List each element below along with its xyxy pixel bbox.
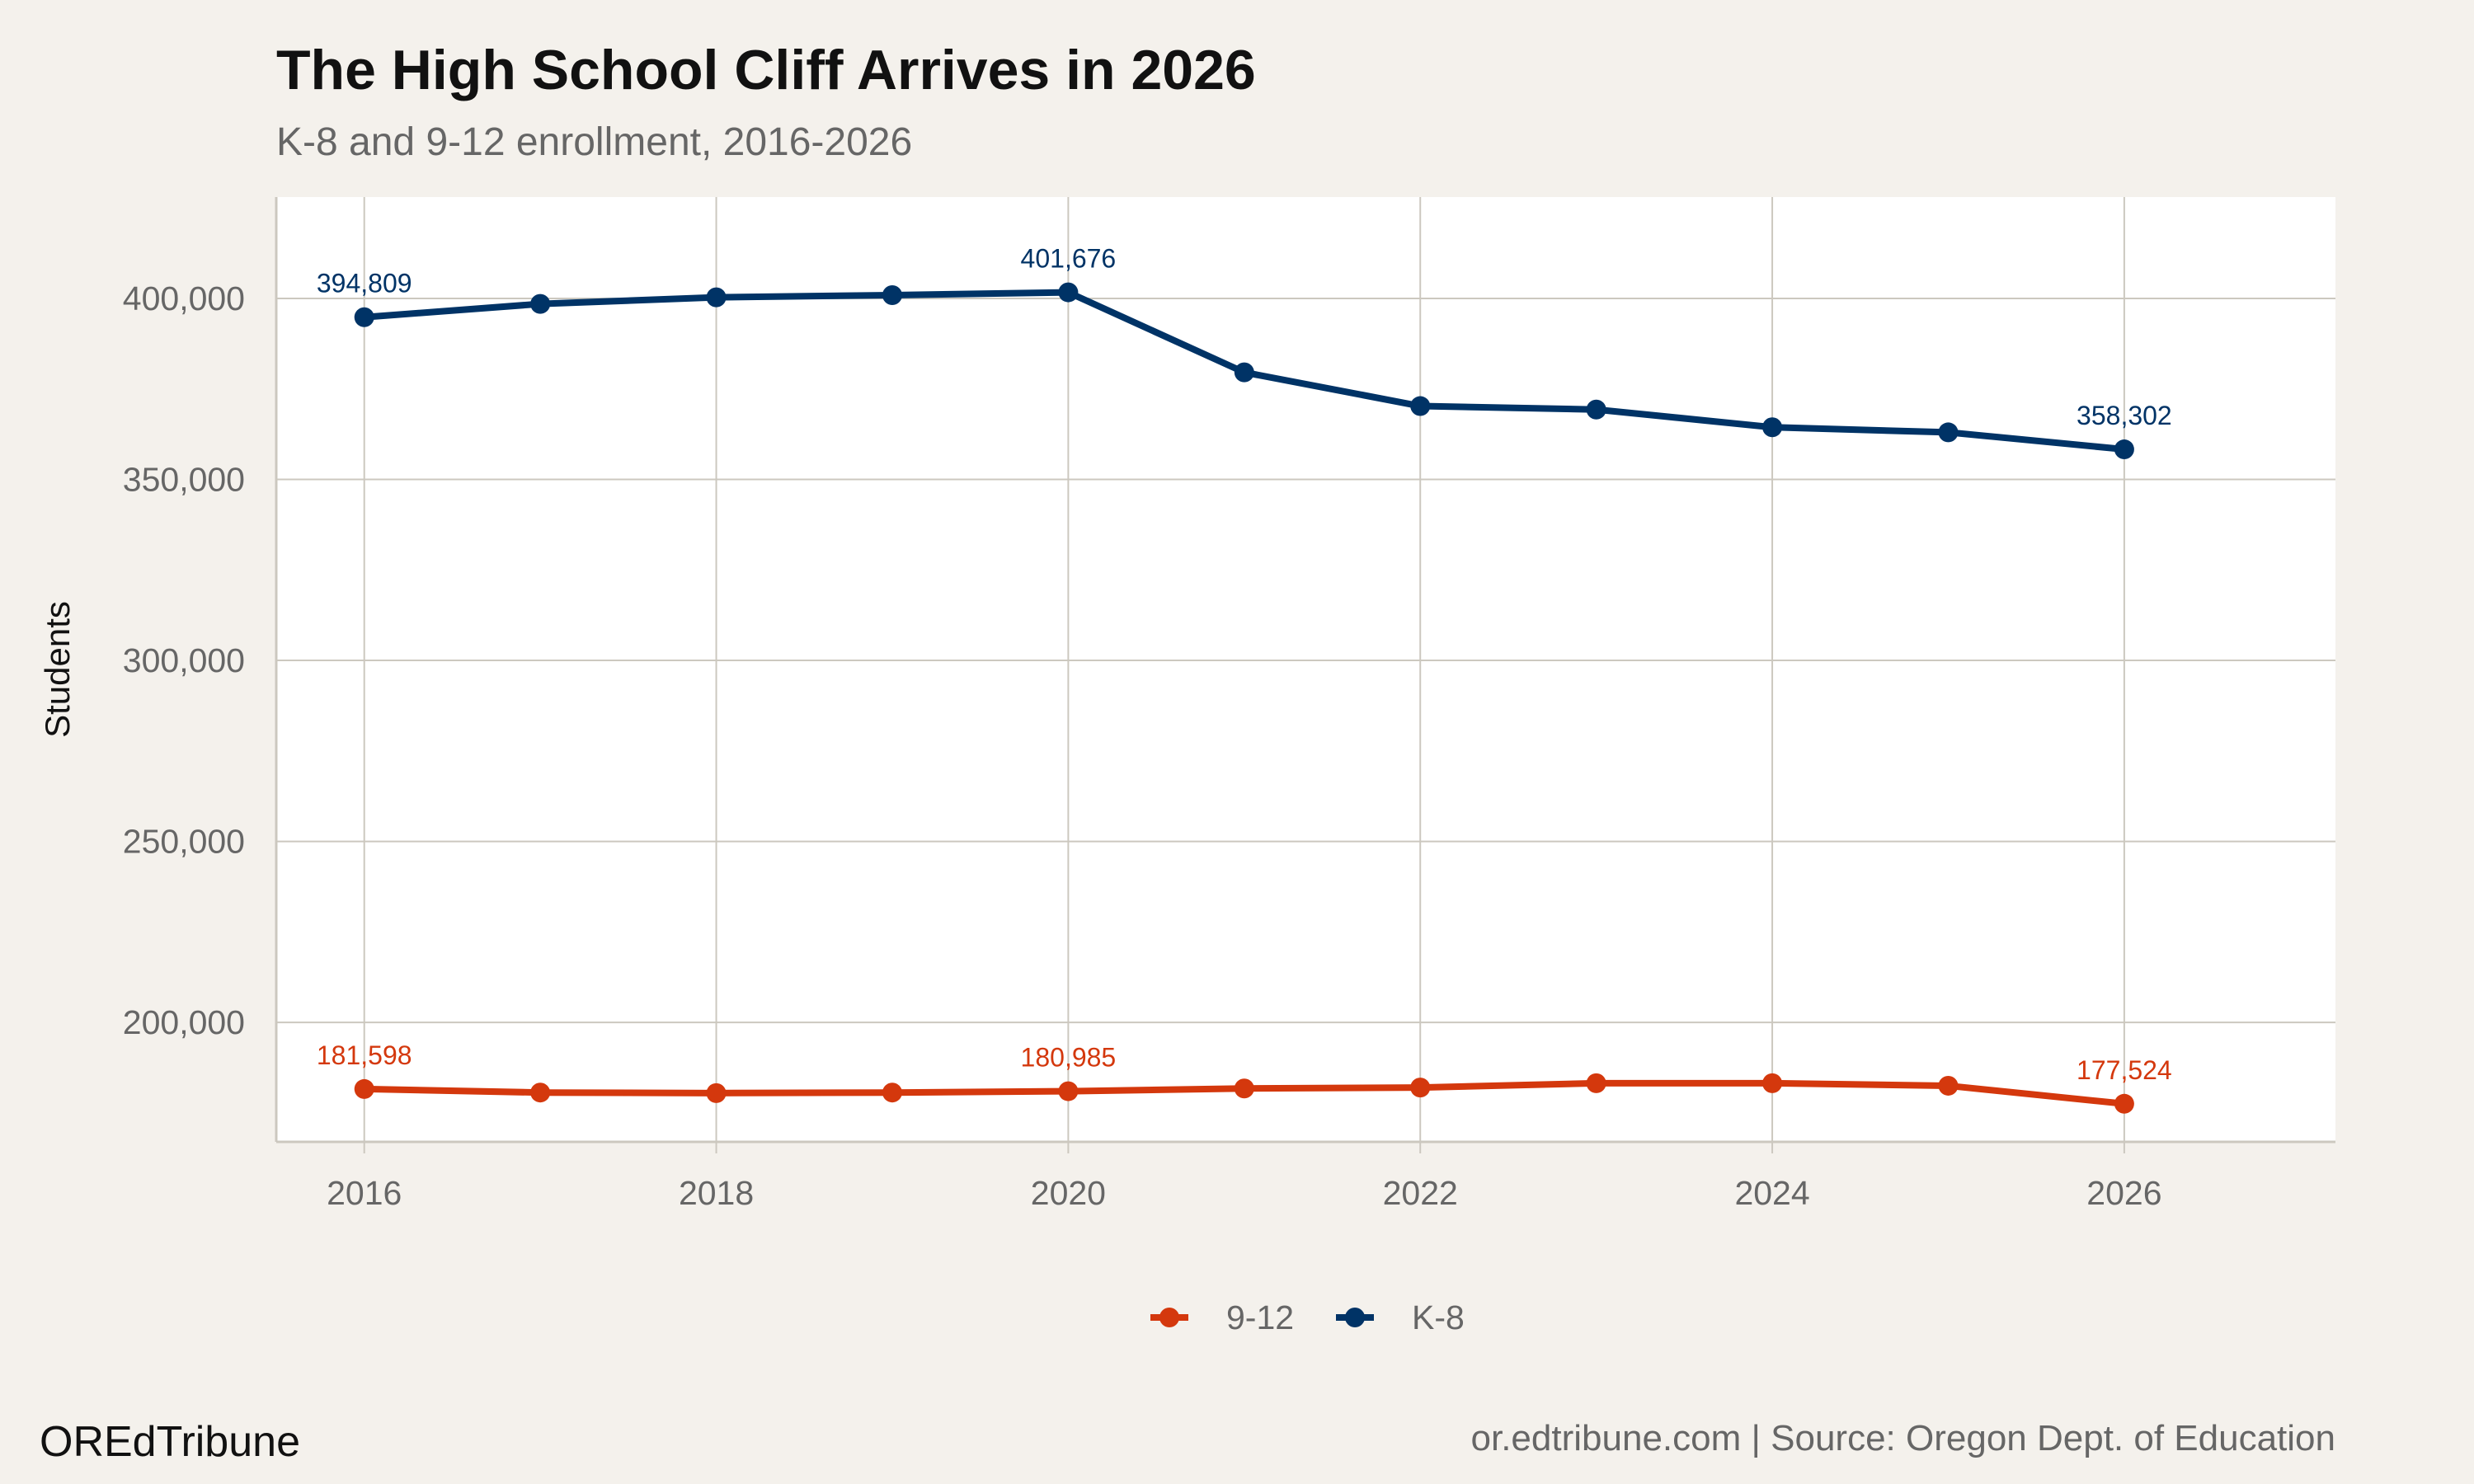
legend-key-point-9-12 [1159,1308,1179,1327]
data-label-9-12: 181,598 [317,1040,412,1070]
data-point-9-12 [2114,1093,2134,1114]
data-point-9-12 [1058,1081,1079,1101]
data-label-k-8: 358,302 [2077,401,2172,430]
data-point-9-12 [530,1082,551,1103]
source-note: or.edtribune.com | Source: Oregon Dept. … [1471,1418,2335,1458]
legend-label-9-12: 9-12 [1226,1298,1294,1336]
data-point-9-12 [1938,1075,1959,1096]
data-point-9-12 [706,1082,727,1103]
data-point-9-12 [354,1078,374,1099]
legend: 9-12 K-8 [1150,1298,1465,1336]
data-point-9-12 [1762,1073,1783,1093]
data-point-k-8 [706,287,727,308]
data-point-k-8 [1586,399,1606,420]
x-tick-label: 2020 [1031,1174,1106,1212]
y-axis-label: Students [38,601,77,738]
data-point-k-8 [530,294,551,314]
data-point-k-8 [882,284,902,305]
x-tick-label: 2022 [1383,1174,1458,1212]
data-label-k-8: 401,676 [1021,244,1117,274]
chart-title: The High School Cliff Arrives in 2026 [276,39,1256,101]
axes: 200,000 250,000 300,000 350,000 400,000 2016 2… [123,197,2335,1212]
data-point-9-12 [1586,1073,1606,1093]
y-tick-label: 400,000 [123,279,245,317]
data-point-k-8 [2114,439,2134,460]
data-point-k-8 [1234,362,1254,383]
chart-subtitle: K-8 and 9-12 enrollment, 2016-2026 [276,120,912,164]
x-tick-label: 2016 [327,1174,402,1212]
x-tick-label: 2018 [679,1174,754,1212]
data-point-9-12 [882,1082,902,1103]
data-label-k-8: 394,809 [317,269,412,298]
data-label-9-12: 180,985 [1021,1043,1117,1073]
y-tick-label: 300,000 [123,641,245,679]
data-point-k-8 [1058,282,1079,303]
data-point-k-8 [354,307,374,327]
data-label-9-12: 177,524 [2077,1055,2172,1085]
brand-logo-text: OREdTribune [40,1418,300,1466]
data-labels: 181,598 180,985 177,524 394,809 401,676 358,3… [317,244,2172,1085]
y-tick-label: 200,000 [123,1003,245,1041]
data-point-k-8 [1762,417,1783,438]
series-layer [354,282,2134,1114]
y-tick-label: 350,000 [123,460,245,498]
x-tick-label: 2026 [2086,1174,2161,1212]
data-point-9-12 [1234,1078,1254,1099]
legend-label-k-8: K-8 [1412,1298,1465,1336]
data-point-9-12 [1410,1078,1431,1098]
data-point-k-8 [1938,422,1959,443]
data-point-k-8 [1410,396,1431,416]
x-tick-label: 2024 [1734,1174,1809,1212]
plot-panel [276,197,2335,1142]
y-tick-label: 250,000 [123,823,245,861]
legend-key-point-k-8 [1345,1308,1365,1327]
